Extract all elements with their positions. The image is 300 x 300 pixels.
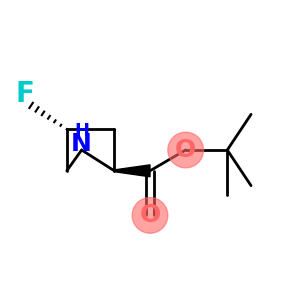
Circle shape <box>168 132 203 168</box>
Text: H: H <box>74 122 89 140</box>
Polygon shape <box>114 165 150 177</box>
Text: O: O <box>175 138 196 162</box>
Text: F: F <box>16 80 34 107</box>
Text: O: O <box>140 203 160 227</box>
Text: N: N <box>71 132 92 156</box>
Circle shape <box>132 198 168 233</box>
